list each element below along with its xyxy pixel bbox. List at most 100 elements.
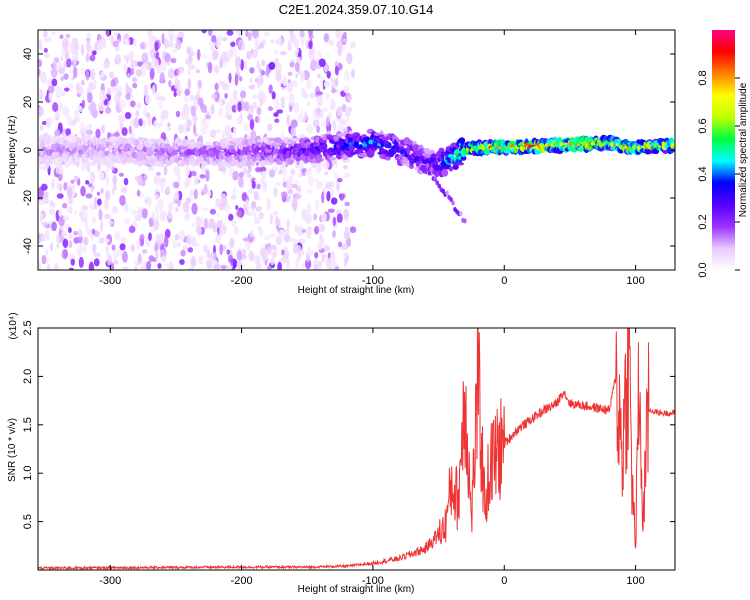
spectrogram-ridge-blob — [463, 218, 467, 224]
spectrogram-noise-blob — [277, 261, 282, 270]
spectrogram-noise-blob — [177, 172, 181, 185]
spectrogram-noise-blob — [260, 70, 266, 76]
spectrogram-noise-blob — [49, 116, 56, 122]
spectrogram-ridge-blob — [50, 143, 57, 151]
spectrogram-noise-blob — [141, 208, 148, 219]
spectrogram-noise-blob — [164, 52, 171, 63]
snr-y-tick-label: 2.5 — [22, 320, 34, 335]
spectrogram-noise-blob — [226, 249, 231, 255]
spectrogram-noise-blob — [253, 216, 260, 224]
spectrogram-noise-blob — [121, 127, 128, 136]
spectrogram-noise-blob — [80, 185, 86, 197]
snr-y-ticks: 0.5 1.0 1.5 2.0 2.5 — [22, 320, 675, 529]
spectrogram-noise-blob — [182, 201, 190, 213]
spectrogram-noise-blob — [70, 179, 75, 184]
spectrogram-noise-blob — [56, 181, 61, 191]
spectrogram-noise-blob — [189, 189, 194, 198]
spectrogram-noise-blob — [191, 222, 195, 228]
spectrogram-noise-blob — [48, 208, 56, 215]
spectrogram-noise-blob — [86, 162, 91, 173]
spectrogram-noise-blob — [314, 251, 319, 259]
spectrogram-noise-blob — [73, 67, 78, 79]
spectrogram-noise-blob — [307, 176, 315, 187]
spectrogram-noise-blob — [148, 255, 155, 262]
spectrogram-noise-blob — [304, 170, 312, 177]
spectrogram-y-label: Frequency (Hz) — [7, 116, 18, 185]
spectrogram-noise-blob — [306, 226, 313, 235]
spectrogram-y-ticks: -40 -20 0 20 40 — [22, 48, 675, 254]
spectrogram-noise-blob — [40, 183, 48, 191]
spectrogram-noise-blob — [149, 67, 155, 80]
snr-panel: -300 -200 -100 0 100 0.5 1.0 1.5 2.0 2.5 Height … — [7, 312, 676, 595]
spectrogram-noise-blob — [191, 236, 197, 246]
spectrogram-noise-blob — [343, 252, 348, 259]
spectrogram-ridge-blob — [437, 183, 442, 189]
spectrogram-ridge-blob — [350, 151, 357, 156]
spectrogram-noise-blob — [150, 228, 157, 233]
spectrogram-noise-blob — [317, 242, 323, 251]
spectrogram-noise-blob — [190, 256, 197, 268]
spectrogram-noise-blob — [101, 124, 105, 134]
spectrogram-noise-blob — [161, 109, 169, 120]
spectrogram-noise-blob — [118, 113, 125, 124]
spectrogram-noise-blob — [43, 47, 48, 53]
spectrogram-noise-blob — [54, 129, 61, 138]
spectrogram-noise-blob — [38, 59, 43, 68]
spectrogram-noise-blob — [60, 48, 66, 57]
spectrogram-noise-blob — [158, 96, 165, 102]
spectrogram-noise-blob — [336, 40, 343, 49]
spectrogram-noise-blob — [123, 177, 129, 186]
spectrogram-noise-blob — [80, 44, 85, 56]
spectrogram-noise-blob — [60, 76, 65, 81]
spectrogram-noise-blob — [113, 31, 118, 37]
spectrogram-noise-blob — [107, 87, 112, 95]
spectrogram-noise-blob — [186, 126, 191, 132]
spectrogram-noise-blob — [239, 112, 243, 124]
spectrogram-noise-blob — [225, 102, 232, 112]
spectrogram-noise-blob — [136, 189, 141, 197]
spectrogram-noise-blob — [140, 260, 147, 266]
spectrogram-noise-blob — [267, 123, 273, 132]
spectrogram-noise-blob — [85, 226, 91, 234]
spectrogram-noise-blob — [289, 61, 295, 68]
spectrogram-noise-blob — [148, 232, 152, 241]
spectrogram-noise-blob — [62, 238, 69, 249]
spectrogram-noise-blob — [325, 92, 330, 101]
spectrogram-noise-blob — [91, 184, 96, 190]
spectrogram-noise-blob — [86, 32, 92, 38]
spectrogram-noise-blob — [154, 243, 159, 251]
spectrogram-ridge-blob — [267, 137, 275, 141]
spectrogram-noise-blob — [344, 226, 349, 232]
spectrogram-ridge-blob — [235, 161, 241, 166]
spectrogram-noise-blob — [81, 99, 85, 109]
spectrogram-noise-blob — [342, 31, 347, 38]
spectrogram-noise-blob — [167, 209, 172, 219]
spectrogram-noise-blob — [305, 213, 312, 224]
spectrogram-ridge-blob — [671, 142, 675, 147]
spectrogram-noise-blob — [197, 79, 202, 90]
spectrogram-noise-blob — [120, 236, 128, 244]
spectrogram-noise-blob — [343, 172, 351, 179]
spectrogram-noise-blob — [212, 244, 216, 255]
spectrogram-noise-blob — [257, 226, 262, 231]
spectrogram-noise-blob — [113, 259, 119, 265]
spectrogram-noise-blob — [113, 132, 120, 137]
spectrogram-noise-blob — [300, 262, 306, 269]
spectrogram-noise-blob — [58, 208, 63, 218]
spectrogram-ridge-blob — [430, 153, 437, 159]
spectrogram-noise-blob — [185, 176, 191, 188]
spectrogram-noise-blob — [219, 57, 223, 69]
spectrogram-ridge-blob — [412, 144, 421, 152]
spectrogram-noise-blob — [230, 194, 237, 201]
spectrogram-ridge-blob — [247, 138, 254, 146]
spectrogram-noise-blob — [275, 217, 281, 226]
spectrogram-noise-blob — [280, 51, 287, 56]
spectrogram-noise-blob — [321, 107, 328, 112]
spectrogram-noise-blob — [222, 83, 230, 91]
snr-y-tick-label: 0.5 — [22, 514, 34, 529]
spectrogram-noise-blob — [313, 213, 318, 221]
spectrogram-noise-blob — [275, 70, 282, 82]
spectrogram-noise-blob — [157, 198, 164, 210]
spectrogram-noise-blob — [298, 173, 303, 178]
spectrogram-noise-blob — [224, 93, 228, 99]
